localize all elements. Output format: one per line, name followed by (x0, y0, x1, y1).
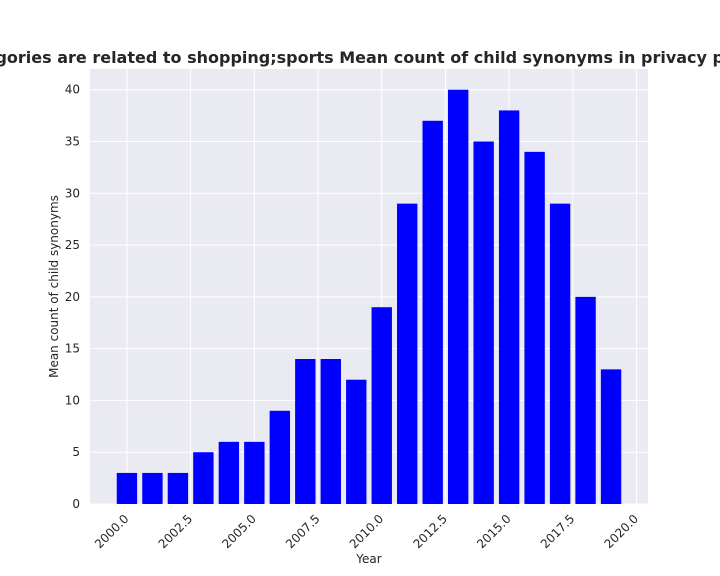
x-tick-label: 2015.0 (474, 512, 514, 552)
y-tick-label: 35 (65, 135, 80, 149)
bar-2009 (346, 379, 367, 504)
y-axis-label: Mean count of child synonyms (47, 195, 61, 378)
x-tick-label: 2005.0 (219, 512, 259, 552)
bar-2007 (295, 359, 316, 504)
bar-2000 (116, 472, 138, 504)
x-tick-label: 2007.5 (283, 512, 323, 552)
y-tick-label: 30 (65, 186, 80, 200)
bar-2014 (473, 141, 494, 504)
bar-2012 (422, 120, 443, 505)
x-tick-label: 2012.5 (410, 512, 450, 552)
x-tick-label: 2002.5 (156, 512, 196, 552)
bar-2010 (371, 307, 392, 504)
y-tick-label: 0 (72, 497, 80, 511)
x-tick-label: 2010.0 (347, 512, 387, 552)
bar-2008 (320, 359, 341, 504)
y-tick-label: 10 (65, 393, 80, 407)
bars (116, 89, 622, 505)
y-tick-label: 15 (65, 342, 80, 356)
bar-2002 (167, 472, 189, 504)
bar-2016 (524, 151, 545, 504)
y-tick-label: 40 (65, 83, 80, 97)
x-tick-label: 2000.0 (92, 512, 132, 552)
bar-2003 (193, 452, 214, 504)
bar-2018 (575, 296, 596, 504)
bar-2001 (142, 472, 163, 504)
x-tick-labels: 2000.0 2002.5 2005.0 2007.5 2010.0 2012.5 2015… (92, 512, 641, 552)
bar-2006 (269, 410, 291, 504)
x-tick-label: 2020.0 (602, 512, 642, 552)
x-axis-label: Year (355, 552, 381, 566)
bar-2017 (549, 203, 571, 504)
x-tick-label: 2017.5 (538, 512, 578, 552)
bar-2019 (600, 369, 622, 504)
bar-2013 (447, 89, 469, 504)
y-tick-label: 25 (65, 238, 80, 252)
chart-title: n categories are related to shopping;spo… (0, 48, 720, 67)
bar-2015 (498, 110, 520, 504)
bar-2004 (218, 441, 240, 504)
y-tick-label: 5 (72, 445, 80, 459)
bar-2005 (244, 441, 265, 504)
y-tick-labels: 0 5 10 15 20 25 30 35 40 (65, 83, 80, 511)
y-tick-label: 20 (65, 290, 80, 304)
bar-2011 (397, 203, 418, 504)
